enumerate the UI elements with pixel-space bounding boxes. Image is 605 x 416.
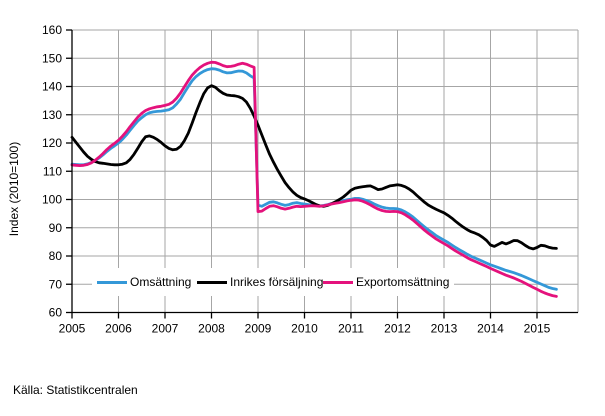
series-line-1 <box>70 84 558 251</box>
y-tick-label: 70 <box>49 277 63 291</box>
x-tick-label: 2009 <box>245 322 272 336</box>
legend-item-omsattning: Omsättning <box>97 270 191 294</box>
y-tick-label: 100 <box>42 193 62 207</box>
legend: Omsättning Inrikes försäljning Exportoms… <box>0 270 605 294</box>
legend-swatch-exportomsattning <box>323 280 353 284</box>
legend-swatch-omsattning <box>97 280 127 284</box>
y-tick-label: 160 <box>42 23 62 37</box>
x-tick-label: 2005 <box>59 322 86 336</box>
legend-label-omsattning: Omsättning <box>130 275 192 289</box>
legend-item-inrikes-forsaljning: Inrikes försäljning <box>197 270 323 294</box>
tick-labels: 60 70 80 90 100 110 120 130 140 150 160 2005 2006 200… <box>42 23 551 336</box>
x-tick-label: 2012 <box>384 322 411 336</box>
y-tick-label: 150 <box>42 51 62 65</box>
axes <box>66 29 578 319</box>
y-tick-label: 110 <box>43 164 62 178</box>
x-tick-label: 2011 <box>338 322 364 336</box>
y-tick-label: 80 <box>49 249 63 263</box>
x-tick-label: 2008 <box>198 322 225 336</box>
y-tick-label: 120 <box>42 136 62 150</box>
y-tick-label: 90 <box>49 221 63 235</box>
y-axis-title: Index (2010=100) <box>7 141 21 237</box>
x-tick-label: 2013 <box>431 322 458 336</box>
legend-label-inrikes-forsaljning: Inrikes försäljning <box>230 275 324 289</box>
x-tick-label: 2007 <box>152 322 179 336</box>
y-tick-label: 60 <box>49 306 63 320</box>
legend-item-exportomsattning: Exportomsättning <box>323 270 449 294</box>
series-line-2 <box>70 60 558 298</box>
x-tick-label: 2015 <box>524 322 551 336</box>
legend-background <box>92 268 454 296</box>
y-tick-label: 140 <box>42 80 62 94</box>
legend-swatch-inrikes-forsaljning <box>197 280 227 284</box>
x-tick-label: 2006 <box>105 322 132 336</box>
legend-label-exportomsattning: Exportomsättning <box>356 275 450 289</box>
x-tick-label: 2010 <box>291 322 318 336</box>
source-caption: Källa: Statistikcentralen <box>13 383 138 397</box>
y-tick-label: 130 <box>42 108 62 122</box>
x-tick-label: 2014 <box>477 322 504 336</box>
